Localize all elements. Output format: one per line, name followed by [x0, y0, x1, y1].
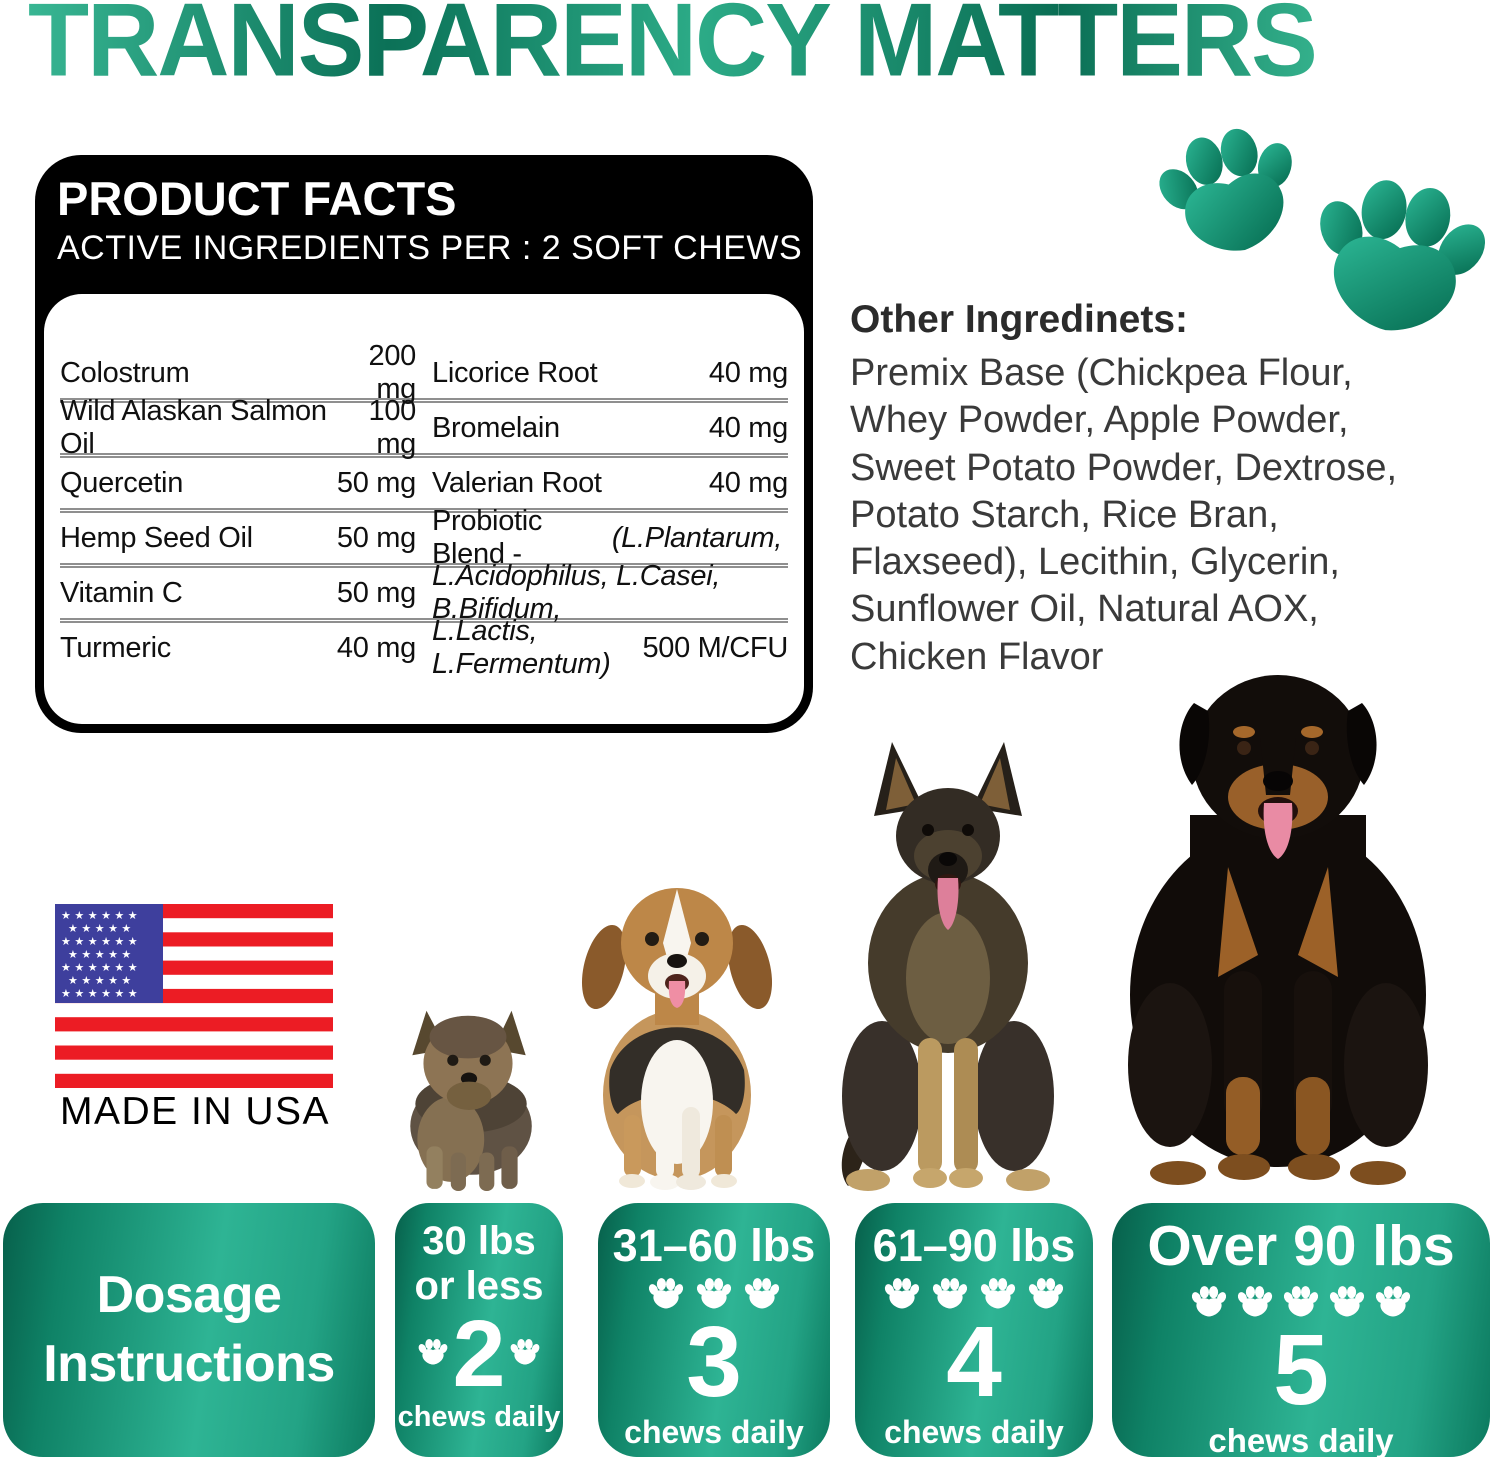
ingredient-amount: 500 M/CFU — [642, 631, 788, 664]
ingredient-name-italic: L.Lactis, L.Fermentum) — [432, 615, 611, 680]
svg-text:★ ★ ★ ★ ★ ★: ★ ★ ★ ★ ★ ★ — [61, 909, 138, 922]
chews-daily-label: chews daily — [884, 1413, 1064, 1450]
dosage-card-61-90lbs: 61–90 lbs 4 chews daily — [855, 1203, 1093, 1457]
ingredients-table: Colostrum 200 mg Licorice Root 40 mg Wil… — [44, 294, 804, 724]
table-divider — [60, 398, 788, 403]
other-ingredients-heading: Other Ingredinets: — [850, 298, 1189, 341]
ingredient-amount: 40 mg — [336, 631, 416, 664]
ingredient-name: Wild Alaskan Salmon Oil — [60, 395, 327, 460]
dosage-card-31-60lbs: 31–60 lbs 3 chews daily — [598, 1203, 830, 1457]
weight-range: 61–90 lbs — [872, 1220, 1076, 1271]
ingredient-amount: 40 mg — [708, 466, 788, 499]
dosage-card-30lbs: 30 lbs or less 2 chews daily — [395, 1203, 563, 1457]
dosage-instructions-card: Dosage Instructions — [3, 1203, 375, 1457]
product-facts-panel: PRODUCT FACTS ACTIVE INGREDIENTS PER : 2… — [35, 155, 813, 733]
ingredient-name-italic: (L.Plantarum, — [611, 521, 782, 554]
table-divider — [60, 508, 788, 513]
table-row: Hemp Seed Oil 50 mg Probiotic Blend - (L… — [60, 505, 788, 570]
ingredient-name: Vitamin C — [60, 576, 183, 609]
chew-count: 4 — [946, 1305, 1002, 1418]
paw-icon — [509, 1338, 542, 1365]
table-divider — [60, 563, 788, 568]
table-row: Colostrum 200 mg Licorice Root 40 mg — [60, 340, 788, 405]
paw-icon — [1328, 1285, 1366, 1317]
ingredient-amount: 50 mg — [336, 521, 416, 554]
ingredient-name: Turmeric — [60, 631, 171, 664]
paw-icon — [1236, 1285, 1274, 1317]
ingredient-name: Probiotic Blend - — [432, 505, 543, 570]
table-row: Quercetin 50 mg Valerian Root 40 mg — [60, 458, 788, 508]
ingredient-name-italic: L.Acidophilus, L.Casei, B.Bifidum, — [432, 560, 721, 625]
usa-flag: ★ ★ ★ ★ ★ ★ ★ ★ ★ ★ ★ ★ ★ ★ ★ ★ ★ ★ ★ ★ … — [55, 904, 333, 1088]
ingredient-amount: 50 mg — [336, 466, 416, 499]
table-row: Wild Alaskan Salmon Oil 100 mg Bromelain… — [60, 395, 788, 460]
ingredient-name: Hemp Seed Oil — [60, 521, 253, 554]
svg-text:★ ★ ★ ★ ★: ★ ★ ★ ★ ★ — [68, 948, 131, 961]
weight-range: 30 lbs or less — [414, 1219, 544, 1308]
ingredient-amount: 100 mg — [368, 395, 417, 460]
chew-count: 2 — [452, 1300, 506, 1407]
dosage-title: Dosage Instructions — [43, 1266, 335, 1393]
chew-count: 5 — [1273, 1313, 1329, 1426]
made-in-usa-label: MADE IN USA — [59, 1090, 331, 1133]
ingredient-amount: 40 mg — [708, 411, 788, 444]
paw-icon — [883, 1277, 921, 1309]
ingredient-name: Quercetin — [60, 466, 184, 499]
page-title: TRANSPARENCY MATTERS — [28, 0, 1318, 92]
ingredient-name: Bromelain — [432, 411, 560, 444]
paw-icon — [743, 1277, 781, 1309]
svg-text:★ ★ ★ ★ ★ ★: ★ ★ ★ ★ ★ ★ — [61, 987, 138, 1000]
svg-text:★ ★ ★ ★ ★ ★: ★ ★ ★ ★ ★ ★ — [61, 935, 138, 948]
chews-daily-label: chews daily — [397, 1400, 561, 1433]
ingredient-name: Valerian Root — [432, 466, 602, 499]
product-facts-heading: PRODUCT FACTS — [57, 172, 457, 225]
dog-german-shepherd-image — [841, 742, 1054, 1191]
ingredient-amount: 40 mg — [708, 356, 788, 389]
svg-text:★ ★ ★ ★ ★: ★ ★ ★ ★ ★ — [68, 974, 131, 987]
weight-range: 31–60 lbs — [612, 1220, 816, 1271]
dosage-card-over-90lbs: Over 90 lbs 5 chews daily — [1112, 1203, 1490, 1459]
svg-text:★ ★ ★ ★ ★ ★: ★ ★ ★ ★ ★ ★ — [61, 961, 138, 974]
paw-icon — [647, 1277, 685, 1309]
dog-beagle-image — [581, 888, 773, 1190]
other-ingredients-list: Premix Base (Chickpea Flour, Whey Powder… — [850, 352, 1398, 678]
ingredient-name: Colostrum — [60, 356, 190, 389]
ingredient-amount: 50 mg — [336, 576, 416, 609]
weight-range: Over 90 lbs — [1147, 1214, 1455, 1278]
svg-text:★ ★ ★ ★ ★: ★ ★ ★ ★ ★ — [68, 922, 131, 935]
table-row: Turmeric 40 mg L.Lactis, L.Fermentum) 50… — [60, 615, 788, 680]
chew-count: 3 — [686, 1305, 742, 1418]
chews-daily-label: chews daily — [1208, 1421, 1394, 1459]
dog-yorkshire-terrier-image — [410, 1010, 532, 1191]
table-row: Vitamin C 50 mg L.Acidophilus, L.Casei, … — [60, 560, 788, 625]
paw-icon — [1027, 1277, 1065, 1309]
table-divider — [60, 453, 788, 458]
paw-icon — [416, 1338, 449, 1365]
paw-icon — [1374, 1285, 1412, 1317]
chews-daily-label: chews daily — [624, 1413, 804, 1450]
paw-icon — [1190, 1285, 1228, 1317]
ingredient-name: Licorice Root — [432, 356, 598, 389]
product-facts-subheading: ACTIVE INGREDIENTS PER : 2 SOFT CHEWS — [57, 229, 803, 267]
table-divider — [60, 618, 788, 623]
dog-rottweiler-image — [1128, 675, 1428, 1185]
ingredient-amount: 200 mg — [368, 340, 417, 405]
other-ingredients-section: Other Ingredinets: Premix Base (Chickpea… — [850, 298, 1490, 681]
